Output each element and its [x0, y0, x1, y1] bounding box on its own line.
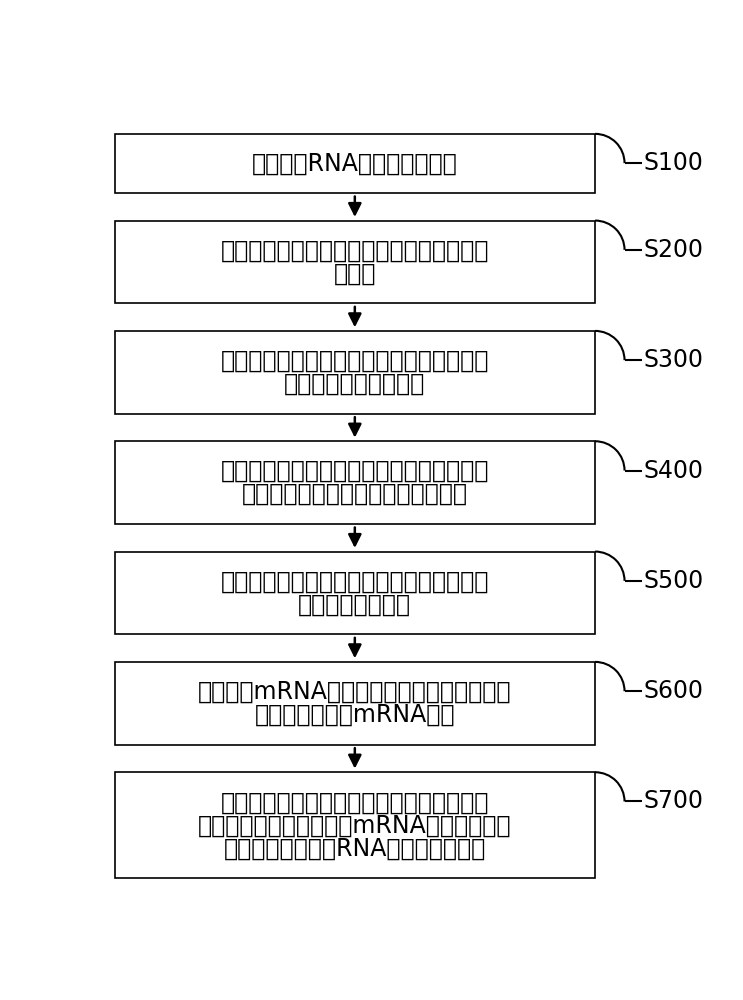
- Text: S700: S700: [644, 789, 704, 813]
- Text: 根据新生mRNA预测模型处理全长转录本序列: 根据新生mRNA预测模型处理全长转录本序列: [198, 680, 512, 704]
- Text: 基于全长转录本序列数据对测序数据进行转: 基于全长转录本序列数据对测序数据进行转: [221, 459, 489, 483]
- Text: 根据全长转录本序列数据、转录本定量数据: 根据全长转录本序列数据、转录本定量数据: [221, 790, 489, 814]
- Bar: [114, 441, 595, 524]
- Text: 对数据: 对数据: [334, 261, 376, 285]
- Text: 得全长转录本序列数据: 得全长转录本序列数据: [285, 372, 426, 396]
- Text: S100: S100: [644, 151, 704, 175]
- Text: 根据甲基化修饰预测模型处理测序数据，获: 根据甲基化修饰预测模型处理测序数据，获: [221, 569, 489, 593]
- Text: S400: S400: [644, 459, 704, 483]
- Text: 将测序数据与参考基因组比对，获得测序比: 将测序数据与参考基因组比对，获得测序比: [221, 238, 489, 262]
- Text: 性分析，获得直接RNA测序多维度信息: 性分析，获得直接RNA测序多维度信息: [224, 836, 486, 860]
- Text: S200: S200: [644, 238, 704, 262]
- Text: 得甲基化修饰数据: 得甲基化修饰数据: [299, 592, 412, 616]
- Bar: [114, 772, 595, 878]
- Text: S500: S500: [644, 569, 704, 593]
- Text: 根据测序比对数据进行全长转录本鉴定，获: 根据测序比对数据进行全长转录本鉴定，获: [221, 349, 489, 373]
- Bar: [114, 134, 595, 193]
- Bar: [114, 552, 595, 634]
- Text: 录本定量处理，获得转录本定量数据: 录本定量处理，获得转录本定量数据: [241, 482, 468, 506]
- Bar: [114, 331, 595, 414]
- Bar: [114, 221, 595, 303]
- Text: 数据，获得新生mRNA数据: 数据，获得新生mRNA数据: [255, 703, 455, 727]
- Bar: [114, 662, 595, 745]
- Text: S600: S600: [644, 679, 704, 703]
- Text: S300: S300: [644, 348, 704, 372]
- Text: 获取直接RNA测序的测序数据: 获取直接RNA测序的测序数据: [252, 151, 458, 175]
- Text: 、甲基化修饰数据和新生mRNA数据进行关联: 、甲基化修饰数据和新生mRNA数据进行关联: [198, 813, 512, 837]
